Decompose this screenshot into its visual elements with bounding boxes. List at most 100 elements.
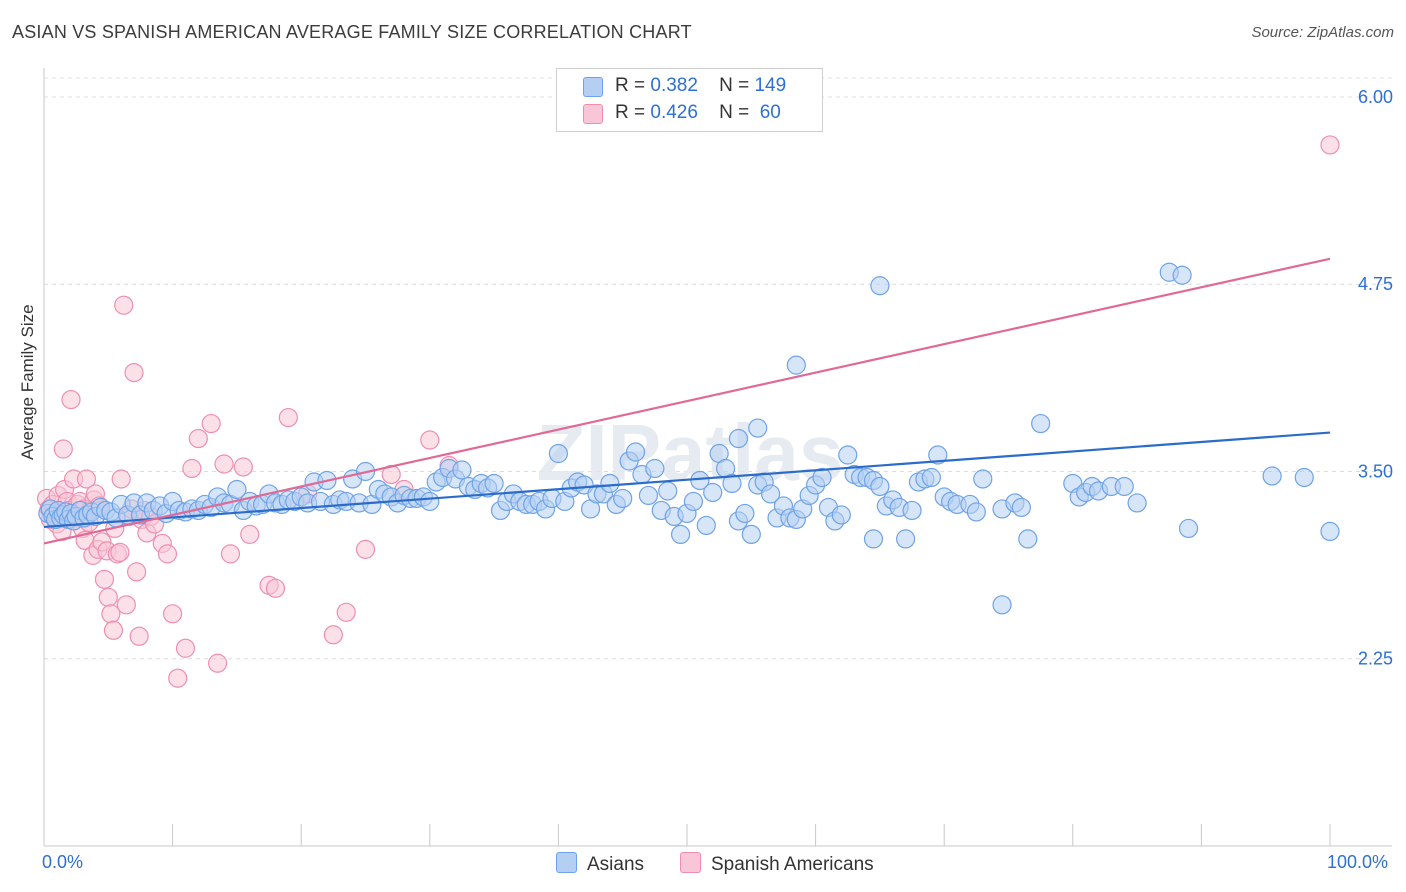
- point-asians: [683, 491, 704, 512]
- point-asians: [600, 473, 620, 494]
- point-spanish-americans: [265, 578, 286, 598]
- bottom-legend-asians: Asians: [556, 852, 644, 876]
- point-asians: [973, 469, 993, 489]
- point-spanish-americans: [94, 569, 115, 589]
- point-asians: [1011, 497, 1031, 518]
- point-spanish-americans: [53, 439, 73, 459]
- point-asians: [870, 476, 890, 497]
- point-spanish-americans: [168, 668, 188, 688]
- bottom-legend-label-asians: Asians: [587, 854, 645, 875]
- legend-n-label: N =: [719, 75, 750, 96]
- point-spanish-americans: [214, 454, 234, 474]
- point-spanish-americans: [336, 602, 356, 622]
- point-asians: [452, 460, 472, 480]
- point-asians: [696, 515, 716, 536]
- legend-text-asians: R = 0.382 N = 149: [615, 75, 786, 97]
- trend-line-asians: [43, 431, 1331, 529]
- point-spanish-americans: [129, 626, 149, 646]
- legend-text-spanish: R = 0.426 N = 60: [615, 102, 781, 124]
- bottom-legend-swatch-asians: [556, 852, 577, 873]
- y-axis-label: Average Family Size: [18, 304, 37, 460]
- trend-lines: [43, 257, 1331, 545]
- stats-legend: R = 0.382 N = 149 R = 0.426 N = 60: [556, 68, 823, 132]
- bottom-legend-spanish: Spanish Americans: [680, 852, 874, 876]
- y-tick-label: 3.50: [1358, 461, 1393, 481]
- point-spanish-americans: [188, 428, 208, 449]
- point-asians: [645, 458, 665, 479]
- legend-swatch-asians: [583, 77, 603, 97]
- point-asians: [1018, 529, 1038, 549]
- legend-n-value-spanish: 60: [759, 102, 781, 123]
- y-tick-label: 2.25: [1358, 649, 1393, 669]
- point-asians: [921, 467, 941, 488]
- y-tick-label: 4.75: [1358, 274, 1393, 294]
- point-asians: [625, 442, 646, 462]
- point-asians: [760, 484, 781, 504]
- point-spanish-americans: [278, 407, 298, 428]
- point-spanish-americans: [124, 363, 144, 383]
- point-asians: [870, 276, 890, 296]
- point-spanish-americans: [163, 604, 183, 624]
- bottom-legend-swatch-spanish: [680, 852, 701, 873]
- point-asians: [638, 485, 659, 506]
- point-spanish-americans: [240, 524, 260, 545]
- point-spanish-americans: [116, 595, 136, 615]
- point-asians: [1031, 413, 1051, 434]
- legend-n-value-asians: 149: [754, 75, 787, 96]
- legend-r-value-spanish: 0.426: [650, 102, 698, 123]
- point-asians: [896, 529, 916, 549]
- point-asians: [703, 482, 723, 503]
- x-tick-label-min: 0.0%: [42, 852, 84, 872]
- point-spanish-americans: [114, 295, 134, 315]
- legend-r-label: R =: [615, 102, 646, 123]
- point-spanish-americans: [110, 542, 130, 562]
- point-asians: [1262, 466, 1282, 486]
- point-asians: [812, 467, 832, 488]
- y-tick-label: 6.00: [1358, 87, 1393, 107]
- point-asians: [1114, 476, 1134, 497]
- legend-n-label: N =: [719, 102, 750, 123]
- point-asians: [831, 505, 851, 525]
- gridlines: [44, 77, 1392, 660]
- point-spanish-americans: [76, 469, 97, 489]
- point-spanish-americans: [201, 413, 221, 434]
- legend-swatch-spanish: [583, 104, 603, 124]
- point-asians: [1172, 265, 1192, 285]
- point-spanish-americans: [175, 638, 196, 658]
- point-asians: [928, 445, 948, 465]
- point-asians: [786, 355, 806, 375]
- point-spanish-americans: [111, 469, 131, 489]
- point-asians: [741, 524, 761, 545]
- point-asians: [613, 488, 633, 509]
- point-asians: [658, 481, 678, 501]
- point-asians: [227, 479, 247, 500]
- point-spanish-americans: [355, 539, 376, 559]
- point-spanish-americans: [1320, 135, 1340, 155]
- point-spanish-americans: [323, 625, 343, 645]
- legend-r-label: R =: [615, 75, 646, 96]
- point-asians: [1294, 467, 1314, 488]
- point-asians: [748, 418, 768, 438]
- point-spanish-americans: [233, 457, 253, 477]
- x-tick-label-max: 100.0%: [1327, 852, 1389, 872]
- point-spanish-americans: [182, 458, 202, 479]
- source-label: Source: ZipAtlas.com: [1251, 24, 1394, 41]
- point-spanish-americans: [157, 544, 178, 564]
- point-asians: [670, 524, 691, 545]
- point-asians: [902, 500, 922, 521]
- point-spanish-americans: [220, 544, 241, 564]
- point-spanish-americans: [126, 562, 147, 582]
- y-tick-labels: 2.25 3.50 4.75 6.00: [1358, 87, 1393, 669]
- chart-title: ASIAN VS SPANISH AMERICAN AVERAGE FAMILY…: [12, 22, 692, 42]
- point-asians: [992, 595, 1012, 615]
- point-asians: [548, 443, 569, 464]
- point-asians: [722, 473, 742, 494]
- point-asians: [1320, 521, 1340, 542]
- point-spanish-americans: [208, 653, 228, 673]
- point-asians: [966, 502, 986, 522]
- point-asians: [863, 529, 884, 549]
- point-spanish-americans: [420, 430, 440, 450]
- point-spanish-americans: [103, 620, 124, 640]
- point-asians: [420, 491, 440, 512]
